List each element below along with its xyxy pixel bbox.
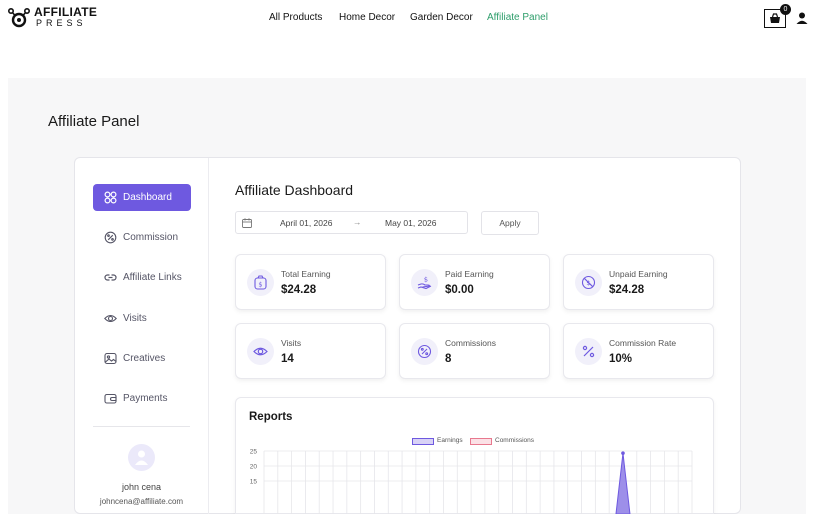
earnings-area <box>615 453 631 514</box>
y-tick-label: 20 <box>250 464 258 471</box>
stat-card-unpaid-earning: $ Unpaid Earning $24.28 <box>563 254 714 310</box>
nav-item-affiliate-panel[interactable]: Affiliate Panel <box>487 12 548 23</box>
sidebar-item-label: Payments <box>123 393 168 404</box>
stat-card-total-earning: $ Total Earning $24.28 <box>235 254 386 310</box>
hand-dollar-icon: $ <box>417 276 432 290</box>
arrow-right-icon: → <box>353 217 362 227</box>
cart-button[interactable]: 0 <box>764 4 791 28</box>
legend-label-earnings: Earnings <box>437 437 463 444</box>
dashboard-title: Affiliate Dashboard <box>235 182 354 198</box>
reports-title: Reports <box>249 411 293 423</box>
wallet-icon <box>104 393 117 404</box>
top-navbar: AFFILIATE PRESS All Products Home Decor … <box>0 0 814 40</box>
svg-text:$: $ <box>586 279 590 287</box>
sidebar-item-label: Affiliate Links <box>123 272 182 283</box>
date-to[interactable]: May 01, 2026 <box>385 218 437 228</box>
stat-card-commission-rate: Commission Rate 10% <box>563 323 714 379</box>
apply-button[interactable]: Apply <box>481 211 539 235</box>
svg-text:$: $ <box>258 281 262 289</box>
link-icon <box>104 274 117 281</box>
stat-label: Total Earning <box>281 269 331 279</box>
sidebar-item-label: Visits <box>123 313 147 324</box>
nav-item-garden-decor[interactable]: Garden Decor <box>410 12 473 23</box>
reports-chart: 25 20 15 <box>250 449 693 514</box>
y-tick-label: 15 <box>250 479 258 486</box>
percent-icon <box>582 345 595 358</box>
stat-label: Commission Rate <box>609 338 677 348</box>
user-name: john cena <box>121 482 162 492</box>
percent-badge-icon <box>417 344 432 359</box>
legend-label-commissions: Commissions <box>495 437 535 444</box>
stat-value: $24.28 <box>281 284 317 296</box>
sidebar-item-payments[interactable]: Payments <box>93 385 191 412</box>
svg-text:$: $ <box>424 276 428 284</box>
user-icon <box>135 450 148 465</box>
page-title: Affiliate Panel <box>48 113 140 130</box>
date-range-picker[interactable]: April 01, 2026 → May 01, 2026 <box>235 211 468 234</box>
brand-logo[interactable]: AFFILIATE PRESS <box>8 6 100 30</box>
date-from[interactable]: April 01, 2026 <box>280 218 333 228</box>
cart-icon <box>770 13 780 23</box>
percent-badge-icon <box>104 231 117 244</box>
sidebar-separator <box>93 426 190 427</box>
eye-icon <box>253 347 268 356</box>
stat-label: Commissions <box>445 338 497 348</box>
brand-subname: PRESS <box>36 18 87 28</box>
image-icon <box>104 352 117 365</box>
stat-value: $0.00 <box>445 284 474 296</box>
sidebar-item-visits[interactable]: Visits <box>93 305 191 332</box>
sidebar-item-label: Commission <box>123 232 179 243</box>
dollar-bag-icon: $ <box>254 275 267 290</box>
stat-label: Unpaid Earning <box>609 269 668 279</box>
y-tick-label: 25 <box>250 449 258 456</box>
nav-item-all-products[interactable]: All Products <box>269 12 323 23</box>
stat-value: 10% <box>609 353 633 365</box>
no-dollar-icon: $ <box>581 275 596 290</box>
sidebar-item-label: Dashboard <box>123 192 172 203</box>
grid-icon <box>104 191 117 204</box>
avatar <box>128 444 155 471</box>
logo-icon <box>8 7 30 28</box>
sidebar-item-dashboard[interactable]: Dashboard <box>93 184 191 211</box>
sidebar-item-affiliate-links[interactable]: Affiliate Links <box>93 264 191 291</box>
stat-icon-wrap <box>247 338 274 365</box>
stat-icon-wrap: $ <box>247 269 274 296</box>
earnings-point <box>621 451 625 455</box>
stat-value: $24.28 <box>609 284 645 296</box>
user-email: johncena@affiliate.com <box>99 497 184 506</box>
stat-label: Visits <box>281 338 302 348</box>
brand-name: AFFILIATE <box>34 5 98 19</box>
stat-value: 14 <box>281 353 294 365</box>
stat-icon-wrap <box>575 338 602 365</box>
eye-icon <box>104 314 117 323</box>
stat-card-visits: Visits 14 <box>235 323 386 379</box>
sidebar-divider <box>208 158 209 514</box>
nav-item-home-decor[interactable]: Home Decor <box>339 12 396 23</box>
sidebar-item-commission[interactable]: Commission <box>93 224 191 251</box>
stat-icon-wrap <box>411 338 438 365</box>
stat-icon-wrap: $ <box>575 269 602 296</box>
sidebar-item-label: Creatives <box>123 353 166 364</box>
stat-label: Paid Earning <box>445 269 494 279</box>
cart-count-badge: 0 <box>780 4 791 15</box>
legend-swatch-commissions[interactable] <box>470 438 492 445</box>
stat-value: 8 <box>445 353 452 365</box>
legend-swatch-earnings[interactable] <box>412 438 434 445</box>
calendar-icon <box>242 218 252 228</box>
user-account-icon[interactable] <box>796 12 808 24</box>
stat-icon-wrap: $ <box>411 269 438 296</box>
stat-card-commissions: Commissions 8 <box>399 323 550 379</box>
stat-card-paid-earning: $ Paid Earning $0.00 <box>399 254 550 310</box>
sidebar-item-creatives[interactable]: Creatives <box>93 345 191 372</box>
